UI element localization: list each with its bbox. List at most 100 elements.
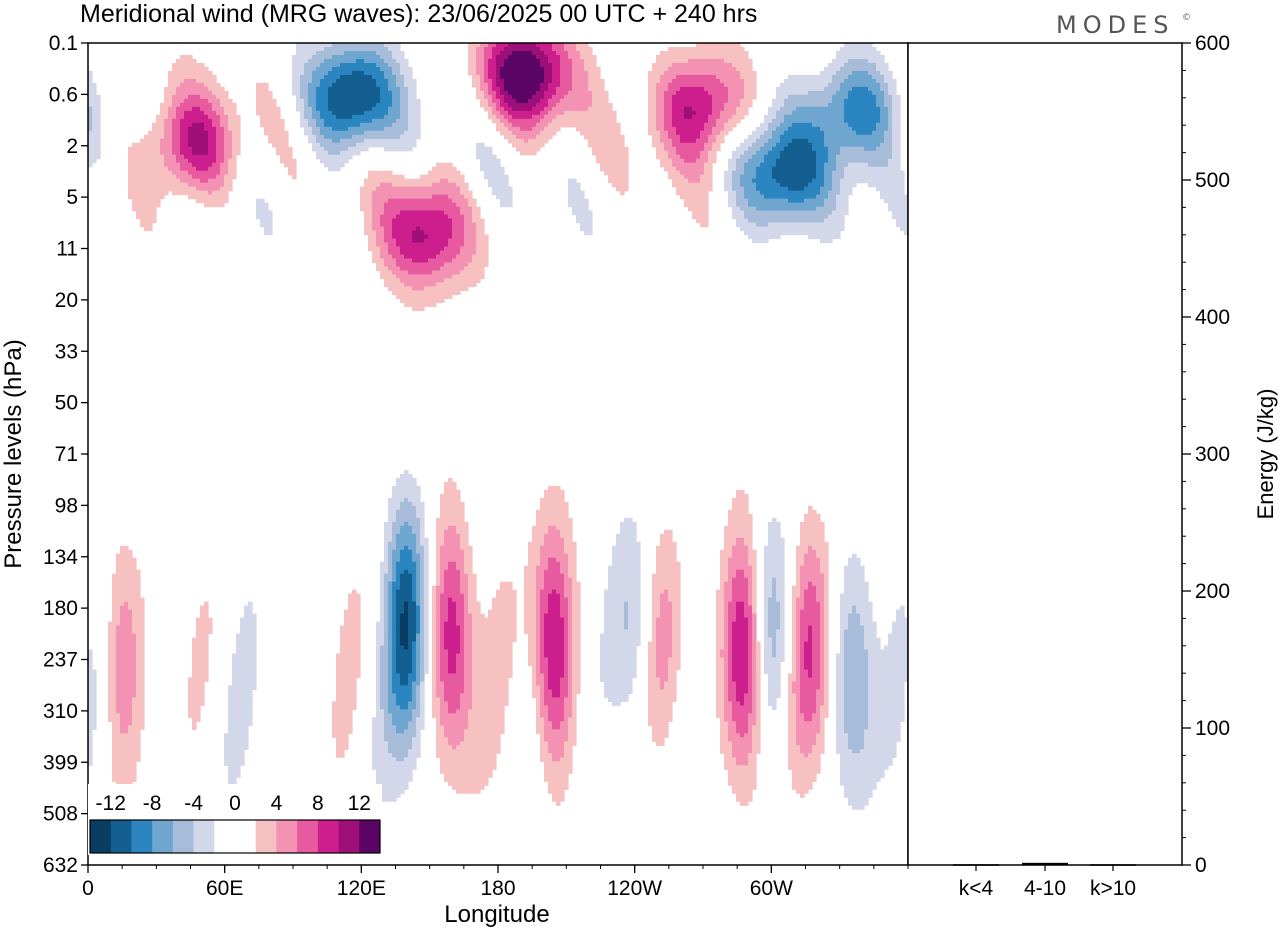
heatmap-cell (796, 717, 805, 722)
heatmap-cell (224, 110, 237, 116)
heatmap-cell (876, 98, 885, 104)
heatmap-cell (536, 581, 545, 587)
heatmap-cell (208, 98, 221, 104)
heatmap-cell (360, 194, 373, 200)
heatmap-cell (164, 90, 177, 96)
heatmap-cell (892, 110, 901, 116)
heatmap-cell (388, 617, 393, 623)
heatmap-cell (492, 54, 497, 60)
heatmap-cell (396, 669, 413, 675)
heatmap-cell (772, 174, 817, 180)
heatmap-cell (484, 174, 509, 180)
chart-title: Meridional wind (MRG waves): 23/06/2025 … (80, 0, 757, 28)
heatmap-cell (108, 693, 117, 699)
heatmap-cell (768, 633, 777, 639)
heatmap-cell (292, 58, 309, 64)
heatmap-cell (524, 573, 537, 579)
heatmap-cell (848, 94, 877, 100)
heatmap-cell (384, 721, 393, 726)
heatmap-cell (224, 154, 233, 160)
heatmap-cell (580, 222, 593, 228)
heatmap-cell (436, 533, 445, 539)
heatmap-cell (460, 633, 465, 639)
heatmap-cell (540, 637, 545, 643)
heatmap-cell (388, 581, 393, 587)
heatmap-cell (88, 717, 97, 722)
heatmap-cell (656, 641, 673, 647)
heatmap-cell (544, 90, 557, 96)
heatmap-cell (724, 673, 729, 679)
heatmap-cell (868, 709, 905, 714)
heatmap-cell (88, 733, 93, 738)
heatmap-cell (744, 537, 753, 543)
heatmap-cell (564, 661, 569, 667)
y-tick-label: 5 (66, 186, 78, 209)
heatmap-cell (468, 589, 477, 595)
heatmap-cell (220, 114, 229, 120)
heatmap-cell (656, 649, 673, 655)
heatmap-cell (392, 553, 401, 559)
heatmap-cell (464, 218, 473, 224)
heatmap-cell (116, 681, 137, 687)
heatmap-cell (504, 134, 517, 140)
heatmap-cell (824, 645, 829, 651)
heatmap-cell (416, 581, 421, 587)
heatmap-cell (772, 166, 817, 172)
heatmap-cell (764, 154, 781, 160)
heatmap-cell (560, 569, 569, 575)
heatmap-cell (720, 573, 729, 579)
heatmap-cell (732, 589, 749, 595)
heatmap-cell (108, 653, 117, 659)
heatmap-cell (476, 222, 485, 228)
heatmap-cell (600, 677, 633, 683)
heatmap-cell (756, 665, 761, 671)
heatmap-cell (760, 134, 773, 140)
heatmap-cell (868, 717, 905, 722)
heatmap-cell (112, 753, 141, 758)
heatmap-cell (888, 82, 897, 88)
heatmap-cell (788, 749, 801, 754)
heatmap-cell (372, 737, 385, 742)
heatmap-cell (588, 106, 613, 112)
heatmap-cell (440, 597, 449, 603)
heatmap-cell (800, 541, 829, 547)
heatmap-cell (728, 657, 733, 663)
y-tick-label: 0.6 (49, 83, 78, 106)
heatmap-cell (412, 286, 425, 291)
heatmap-cell (864, 737, 901, 742)
heatmap-cell (424, 585, 429, 591)
heatmap-cell (388, 589, 393, 595)
heatmap-cell (708, 150, 717, 156)
heatmap-cell (456, 182, 469, 188)
heatmap-cell (504, 82, 541, 88)
heatmap-cell (740, 182, 757, 188)
heatmap-cell (824, 86, 841, 92)
heatmap-cell (532, 673, 537, 679)
heatmap-cell (844, 102, 877, 108)
heatmap-cell (716, 641, 725, 647)
heatmap-cell (844, 793, 873, 798)
heatmap-cell (160, 102, 173, 108)
heatmap-cell (88, 154, 101, 160)
heatmap-cell (184, 114, 209, 120)
heatmap-cell (380, 98, 393, 104)
heatmap-cell (420, 673, 425, 679)
heatmap-cell (424, 601, 429, 607)
heatmap-cell (420, 585, 425, 591)
heatmap-cell (460, 641, 465, 647)
heatmap-cell (192, 122, 205, 128)
heatmap-cell (744, 693, 753, 699)
heatmap-cell (804, 593, 817, 599)
heatmap-cell (500, 110, 509, 116)
heatmap-cell (728, 653, 733, 659)
heatmap-cell (420, 601, 425, 607)
heatmap-cell (108, 645, 117, 651)
colorbar-label: -12 (96, 792, 126, 815)
heatmap-cell (552, 693, 561, 699)
heatmap-cell (320, 82, 333, 88)
heatmap-cell (752, 613, 757, 619)
heatmap-cell (348, 126, 385, 132)
heatmap-cell (336, 753, 345, 758)
heatmap-cell (112, 777, 137, 782)
heatmap-cell (544, 773, 569, 778)
